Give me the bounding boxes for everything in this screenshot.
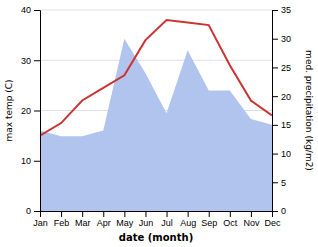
axis-line xyxy=(273,11,279,212)
tick-mark xyxy=(103,211,104,217)
tick: Sep xyxy=(201,211,217,228)
tick-mark xyxy=(272,96,278,97)
tick: 0 xyxy=(26,206,40,216)
tick-label: 40 xyxy=(21,5,31,15)
tick-label: 30 xyxy=(21,56,31,66)
tick: 30 xyxy=(272,34,291,44)
tick-mark xyxy=(34,60,40,61)
axis-line xyxy=(41,212,273,218)
tick: Dec xyxy=(264,211,281,228)
tick-label: 30 xyxy=(281,34,291,44)
plot-area: JanFebMarAprMayJunJulAugSepOctNovDec0102… xyxy=(4,5,314,243)
area xyxy=(40,39,272,211)
tick-mark xyxy=(272,39,278,40)
tick-label: Mar xyxy=(75,218,91,228)
tick: 5 xyxy=(272,178,286,188)
tick: 30 xyxy=(21,56,40,66)
tick-label: 15 xyxy=(281,120,291,130)
grid-line xyxy=(40,10,272,11)
x-axis: Jan Feb Mar Apr May Jun Jul Aug Sep Oct Nov Dec xyxy=(33,211,281,228)
tick: May xyxy=(116,211,134,228)
tick: Jun xyxy=(139,211,154,228)
tick-mark xyxy=(34,10,40,11)
grid-line xyxy=(40,60,272,61)
tick-label: Aug xyxy=(180,218,196,228)
y2-axis-title: med. precipitation (kg/m2) xyxy=(304,50,314,171)
tick: 40 xyxy=(21,5,40,15)
tick-mark xyxy=(272,125,278,126)
tick: 10 xyxy=(272,149,291,159)
tick-mark xyxy=(251,211,252,217)
tick-mark xyxy=(272,67,278,68)
tick-label: Dec xyxy=(264,218,281,228)
line xyxy=(40,20,272,136)
tick: 0 xyxy=(272,206,286,216)
tick-mark xyxy=(272,211,278,212)
tick: 20 xyxy=(21,106,40,116)
tick-label: 5 xyxy=(281,178,286,188)
tick-mark xyxy=(230,211,231,217)
tick-mark xyxy=(34,111,40,112)
tick-mark xyxy=(272,10,278,11)
tick: 35 xyxy=(272,5,291,15)
tick-label: 35 xyxy=(281,5,291,15)
y2-axis: 0 5 10 15 20 25 30 35 xyxy=(272,5,291,216)
tick: 15 xyxy=(272,120,291,130)
tick-mark xyxy=(61,211,62,217)
tick-mark xyxy=(167,211,168,217)
tick-label: 10 xyxy=(281,149,291,159)
tick: 10 xyxy=(21,156,40,166)
tick: Nov xyxy=(243,211,260,228)
grid xyxy=(40,10,272,211)
tick-label: Nov xyxy=(243,218,260,228)
tick-mark xyxy=(124,211,125,217)
tick-label: Oct xyxy=(223,218,238,228)
y-axis-title: max temp (C) xyxy=(4,79,14,141)
tick-label: Apr xyxy=(97,218,111,228)
tick-mark xyxy=(34,161,40,162)
tick: Jan xyxy=(33,211,48,228)
tick: Jul xyxy=(161,211,173,228)
tick-mark xyxy=(34,211,40,212)
tick-label: 0 xyxy=(26,206,31,216)
tick-label: Feb xyxy=(54,218,70,228)
tick-label: 20 xyxy=(281,92,291,102)
tick-label: Jan xyxy=(33,218,48,228)
tick: Feb xyxy=(54,211,70,228)
tick-mark xyxy=(209,211,210,217)
axis-line xyxy=(34,11,41,212)
tick: 20 xyxy=(272,92,291,102)
tick-label: Jun xyxy=(139,218,154,228)
tick: Mar xyxy=(75,211,91,228)
tick-mark xyxy=(272,182,278,183)
tick-label: Jul xyxy=(161,218,173,228)
tick: Oct xyxy=(223,211,238,228)
tick-label: 10 xyxy=(21,156,31,166)
chart: JanFebMarAprMayJunJulAugSepOctNovDec0102… xyxy=(0,0,318,247)
tick-label: May xyxy=(116,218,134,228)
tick: Aug xyxy=(180,211,196,228)
y-axis: 0 10 20 30 40 xyxy=(21,5,41,216)
tick-label: Sep xyxy=(201,218,217,228)
tick-label: 0 xyxy=(281,206,286,216)
tick-mark xyxy=(82,211,83,217)
tick-label: 25 xyxy=(281,63,291,73)
tick-mark xyxy=(272,154,278,155)
marks xyxy=(40,20,272,211)
tick-mark xyxy=(145,211,146,217)
tick-mark xyxy=(188,211,189,217)
tick: 25 xyxy=(272,63,291,73)
tick-label: 20 xyxy=(21,106,31,116)
tick: Apr xyxy=(97,211,111,228)
x-axis-title: date (month) xyxy=(119,232,193,243)
